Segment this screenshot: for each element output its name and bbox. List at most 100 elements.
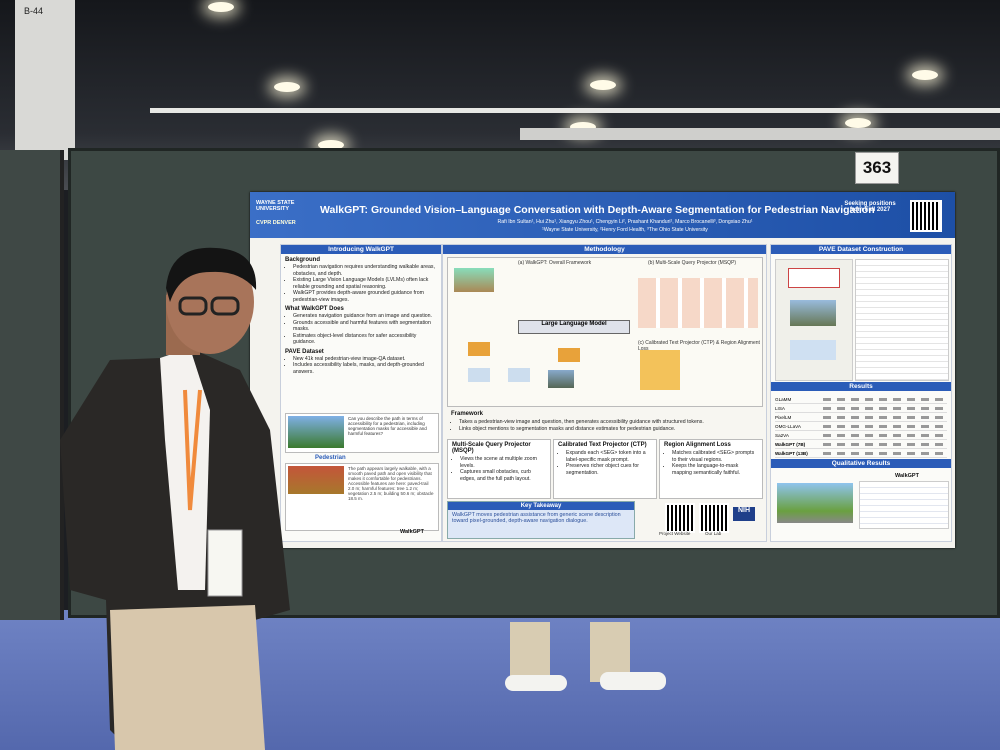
lanyard <box>183 389 202 511</box>
hair <box>166 247 257 302</box>
bullet-list: New 41k real pedestrian-view image-QA da… <box>293 356 437 376</box>
poster: WAYNE STATE UNIVERSITY CVPR DENVER WalkG… <box>250 192 955 548</box>
framework-list: Takes a pedestrian-view image and questi… <box>459 419 766 433</box>
bullet: Existing Large Vision Language Models (L… <box>293 277 437 290</box>
method-box: Multi-Scale Query Projector (MSQP) Views … <box>447 439 551 499</box>
dataset-pipeline <box>775 259 853 381</box>
ceiling-light <box>318 140 344 150</box>
brand: WalkGPT <box>400 529 424 535</box>
ceiling-beam <box>520 128 1000 140</box>
bullet: Takes a pedestrian-view image and questi… <box>459 419 766 426</box>
poster-title: WalkGPT: Grounded Vision–Language Conver… <box>320 204 875 216</box>
method-diagram: (a) WalkGPT: Overall Framework (b) Multi… <box>447 257 763 407</box>
ceiling-light <box>208 2 234 12</box>
llm-block: Large Language Model <box>518 320 630 334</box>
group-title: PAVE Dataset <box>285 348 324 355</box>
table-cells <box>823 433 947 437</box>
bullet: Expands each <SEG> token into a label-sp… <box>566 450 652 463</box>
ceiling-light <box>845 118 871 128</box>
qr-code <box>699 503 729 533</box>
msqp-diagram <box>638 278 758 328</box>
bullet: Generates navigation guidance from an im… <box>293 313 437 320</box>
section-heading: Qualitative Results <box>771 459 951 468</box>
table-row: GLaMM <box>775 395 947 404</box>
table-cells <box>823 415 947 419</box>
bullet: Links object mentions to segmentation ma… <box>459 426 766 433</box>
block <box>508 368 530 382</box>
model-name: PixelLM <box>775 414 792 420</box>
results-column: PAVE Dataset Construction Results GLaMM L… <box>770 244 952 542</box>
box-title: Multi-Scale Query Projector (MSQP) <box>452 442 531 454</box>
section-heading: Introducing WalkGPT <box>281 245 441 254</box>
bullet: Grounds accessible and harmful features … <box>293 320 437 333</box>
bullet-list: Matches calibrated <SEG> prompts to thei… <box>672 450 758 476</box>
table-cells <box>823 397 947 401</box>
table-cells <box>823 424 947 428</box>
bullet-list: Generates navigation guidance from an im… <box>293 313 437 346</box>
model-name: GLaMM <box>775 396 792 402</box>
ceiling-light <box>912 70 938 80</box>
bullet: Matches calibrated <SEG> prompts to thei… <box>672 450 758 463</box>
table-row: WalkGPT (13B) <box>775 449 947 458</box>
presenter <box>40 240 310 750</box>
glasses <box>210 296 240 316</box>
bullet-list: Views the scene at multiple zoom levels.… <box>460 456 546 482</box>
bullet: Keeps the language-to-mask mapping seman… <box>672 463 758 476</box>
bullet: Preserves richer object cues for segment… <box>566 463 652 476</box>
qr-code <box>910 200 942 232</box>
example-image <box>288 416 344 448</box>
method-box: Calibrated Text Projector (CTP) Expands e… <box>553 439 657 499</box>
block <box>468 368 490 382</box>
group-title: What WalkGPT Does <box>285 306 344 312</box>
ceiling-light <box>590 80 616 90</box>
bullet: WalkGPT provides depth-aware grounded gu… <box>293 290 437 303</box>
section-heading: Methodology <box>443 245 766 254</box>
box-title: Region Alignment Loss <box>664 442 731 448</box>
table-row: LISA <box>775 404 947 413</box>
aisle-sign: B-44 <box>24 6 44 16</box>
bullet: Estimates object-level distances for saf… <box>293 333 437 346</box>
table-row: OMG-LLaVA <box>775 422 947 431</box>
bullet: Includes accessibility labels, masks, an… <box>293 362 437 375</box>
ceiling-light <box>274 82 300 92</box>
example-answer: The path appears largely walkable, with … <box>285 463 439 531</box>
qualitative-text <box>859 481 949 529</box>
shoe <box>505 675 567 691</box>
bullet-list: Expands each <SEG> token into a label-sp… <box>566 450 652 476</box>
model-name: WalkGPT (7B) <box>775 441 806 447</box>
diagram-label: (b) Multi-Scale Query Projector (MSQP) <box>648 260 737 266</box>
qr-label: Our Lab <box>705 531 722 536</box>
bullet: New 41k real pedestrian-view image-QA da… <box>293 356 437 363</box>
diagram-label: (c) Calibrated Text Projector (CTP) & Re… <box>638 340 760 352</box>
table-cells <box>823 451 947 455</box>
shoe <box>600 672 666 690</box>
diagram-label: (a) WalkGPT: Overall Framework <box>518 260 592 266</box>
bullet: Captures small obstacles, curb edges, an… <box>460 469 546 482</box>
qr-label: Project Website <box>659 531 691 536</box>
table-cells <box>823 442 947 446</box>
seeking-note: Seeking positions from Fall 2027 <box>844 201 896 213</box>
input-image <box>548 370 574 388</box>
section-heading: PAVE Dataset Construction <box>771 245 951 254</box>
nih-logo: NIH <box>733 507 755 521</box>
pipeline-box <box>788 268 840 288</box>
passerby-leg <box>510 622 550 682</box>
badge <box>207 529 243 597</box>
takeaway-text: WalkGPT moves pedestrian assistance from… <box>452 512 621 524</box>
block <box>468 342 490 356</box>
side-board <box>0 150 64 620</box>
logo: WAYNE STATE UNIVERSITY <box>256 200 295 212</box>
booth-number: 363 <box>855 152 899 184</box>
model-name: OMG-LLaVA <box>775 423 801 429</box>
poster-header: WAYNE STATE UNIVERSITY CVPR DENVER WalkG… <box>250 192 955 238</box>
model-name: LISA <box>775 405 785 411</box>
framework-title: Framework <box>451 411 484 417</box>
takeaway-heading: Key Takeaway <box>448 502 634 510</box>
bullet: Pedestrian navigation requires understan… <box>293 264 437 277</box>
section-heading: Results <box>771 382 951 391</box>
method-column: Methodology (a) WalkGPT: Overall Framewo… <box>442 244 767 542</box>
logo: CVPR DENVER <box>256 220 296 226</box>
example-mask <box>288 466 344 494</box>
